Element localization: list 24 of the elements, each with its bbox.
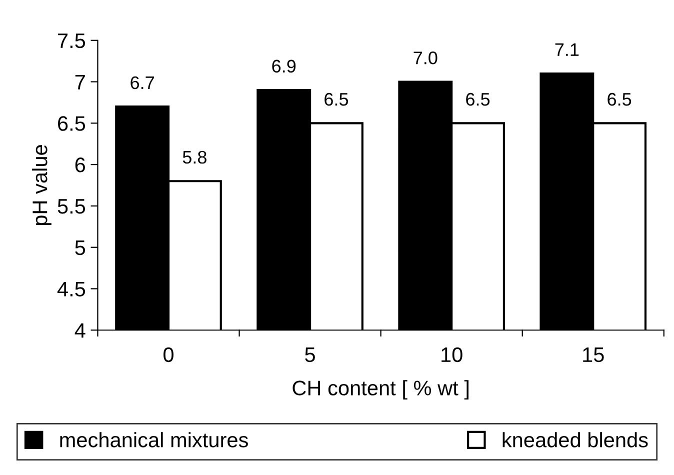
x-tick-label: 10 xyxy=(442,347,462,362)
data-label: 6.9 xyxy=(272,60,296,73)
legend-label: kneaded blends xyxy=(502,432,648,448)
y-tick-label: 7 xyxy=(75,74,85,90)
data-label: 6.5 xyxy=(324,92,348,106)
y-tick-label: 4 xyxy=(74,323,86,338)
y-tick-label: 4.5 xyxy=(57,282,86,296)
y-tick-label: 6.5 xyxy=(58,116,86,131)
x-axis-title: CH content [ % wt ] xyxy=(292,380,468,400)
y-tick-label: 6 xyxy=(75,158,86,172)
data-label: 6.5 xyxy=(608,92,632,106)
data-label: 7.1 xyxy=(555,43,579,56)
y-axis-title: pH value xyxy=(32,145,52,226)
x-tick-label: 0 xyxy=(164,347,174,362)
legend-label: mechanical mixtures xyxy=(60,432,248,448)
data-label: 7.0 xyxy=(414,52,438,64)
data-label: 5.8 xyxy=(182,150,206,164)
y-tick-label: 5.5 xyxy=(58,199,86,214)
y-tick-label: 5 xyxy=(75,240,86,256)
x-tick-label: 15 xyxy=(583,348,604,362)
data-label: 6.5 xyxy=(466,92,490,106)
data-label: 6.7 xyxy=(130,76,154,90)
x-tick-label: 5 xyxy=(305,348,315,362)
y-tick-label: 7.5 xyxy=(58,34,86,48)
